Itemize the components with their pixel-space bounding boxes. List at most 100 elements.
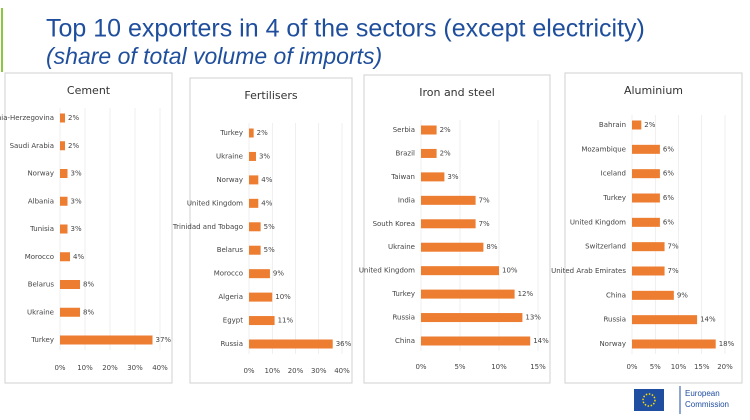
slide-subtitle: (share of total volume of imports) (46, 43, 382, 69)
category-label: Switzerland (585, 243, 626, 251)
bar (249, 292, 273, 302)
value-label: 4% (261, 199, 272, 207)
x-tick-label: 0% (626, 363, 637, 371)
bar (421, 219, 476, 229)
x-tick-label: 0% (243, 367, 254, 375)
value-label: 8% (486, 243, 497, 251)
category-label: Norway (216, 176, 243, 184)
category-label: Egypt (223, 317, 243, 325)
value-label: 4% (73, 253, 84, 261)
bar (60, 335, 153, 345)
category-label: Turkey (30, 336, 54, 344)
category-label: Russia (392, 314, 415, 322)
value-label: 2% (68, 114, 79, 122)
value-label: 6% (663, 194, 674, 202)
x-tick-label: 20% (288, 367, 304, 375)
bar (421, 266, 499, 276)
bar (249, 316, 275, 326)
category-label: Trinidad and Tobago (172, 223, 243, 231)
panel-frame (189, 77, 353, 384)
x-tick-label: 10% (671, 363, 687, 371)
value-label: 8% (83, 308, 94, 316)
category-label: Taiwan (390, 173, 415, 181)
bar (60, 169, 68, 178)
chart-panel: Aluminium 0% 5% 10% 15% 20% Bahrain 2% Mozambiqu… (551, 72, 743, 384)
value-label: 2% (440, 126, 451, 134)
value-label: 37% (156, 336, 172, 344)
bar (632, 120, 642, 130)
value-label: 13% (525, 314, 541, 322)
category-label: Norway (599, 340, 626, 348)
logo-text: European (685, 389, 720, 398)
value-label: 5% (264, 223, 275, 231)
bar (421, 289, 515, 299)
value-label: 12% (518, 290, 534, 298)
category-label: India (398, 196, 415, 204)
value-label: 7% (668, 267, 679, 275)
value-label: 36% (336, 340, 352, 348)
category-label: Turkey (391, 290, 415, 298)
x-tick-label: 5% (650, 363, 661, 371)
bar (60, 141, 65, 151)
bar (60, 196, 68, 206)
category-label: Belarus (217, 246, 244, 254)
value-label: 3% (71, 170, 82, 178)
bar (249, 269, 270, 279)
value-label: 3% (71, 225, 82, 233)
value-label: 7% (479, 220, 490, 228)
bar (249, 128, 254, 138)
x-tick-label: 40% (334, 367, 350, 375)
x-tick-label: 40% (152, 364, 168, 372)
chart-title: Cement (67, 84, 111, 97)
bar (632, 193, 660, 203)
category-label: China (395, 337, 415, 345)
bar (60, 224, 68, 234)
category-label: Ukraine (216, 152, 243, 160)
bar (421, 125, 437, 135)
value-label: 14% (700, 316, 716, 324)
category-label: Iceland (601, 170, 626, 178)
bar (60, 307, 80, 317)
bar (249, 175, 259, 185)
panel-frame (564, 72, 743, 384)
value-label: 9% (677, 291, 688, 299)
logo: European Commission (634, 386, 729, 414)
value-label: 6% (663, 145, 674, 153)
chart-title: Aluminium (624, 84, 683, 97)
category-label: Brazil (395, 149, 415, 157)
category-label: Turkey (219, 129, 243, 137)
category-label: Ukraine (388, 243, 415, 251)
x-tick-label: 15% (694, 363, 710, 371)
category-label: Tunisia (29, 225, 54, 233)
x-tick-label: 30% (311, 367, 327, 375)
bar (632, 290, 674, 300)
bar (60, 280, 80, 289)
bar (421, 172, 445, 182)
category-label: South Korea (373, 220, 415, 228)
bar (60, 113, 65, 123)
value-label: 5% (264, 246, 275, 254)
value-label: 2% (68, 142, 79, 150)
category-label: Mozambique (581, 145, 626, 153)
bar (421, 148, 437, 158)
bar (60, 252, 70, 262)
value-label: 2% (440, 149, 451, 157)
x-tick-label: 10% (77, 364, 93, 372)
bar (632, 315, 698, 325)
category-label: United Kingdom (187, 199, 243, 207)
value-label: 8% (83, 281, 94, 289)
category-label: China (606, 291, 626, 299)
value-label: 4% (261, 176, 272, 184)
panel-frame (4, 72, 173, 384)
chart-panel: Cement 0% 10% 20% 30% 40% Bosnia-Herzegovina 2%… (0, 72, 173, 384)
x-tick-label: 10% (491, 363, 507, 371)
bar (632, 266, 665, 276)
x-tick-label: 10% (264, 367, 280, 375)
category-label: Bahrain (599, 121, 626, 129)
bar (421, 336, 531, 346)
x-tick-label: 0% (54, 364, 65, 372)
bar (249, 245, 261, 255)
bar (421, 242, 484, 252)
chart-title: Fertilisers (244, 89, 298, 102)
